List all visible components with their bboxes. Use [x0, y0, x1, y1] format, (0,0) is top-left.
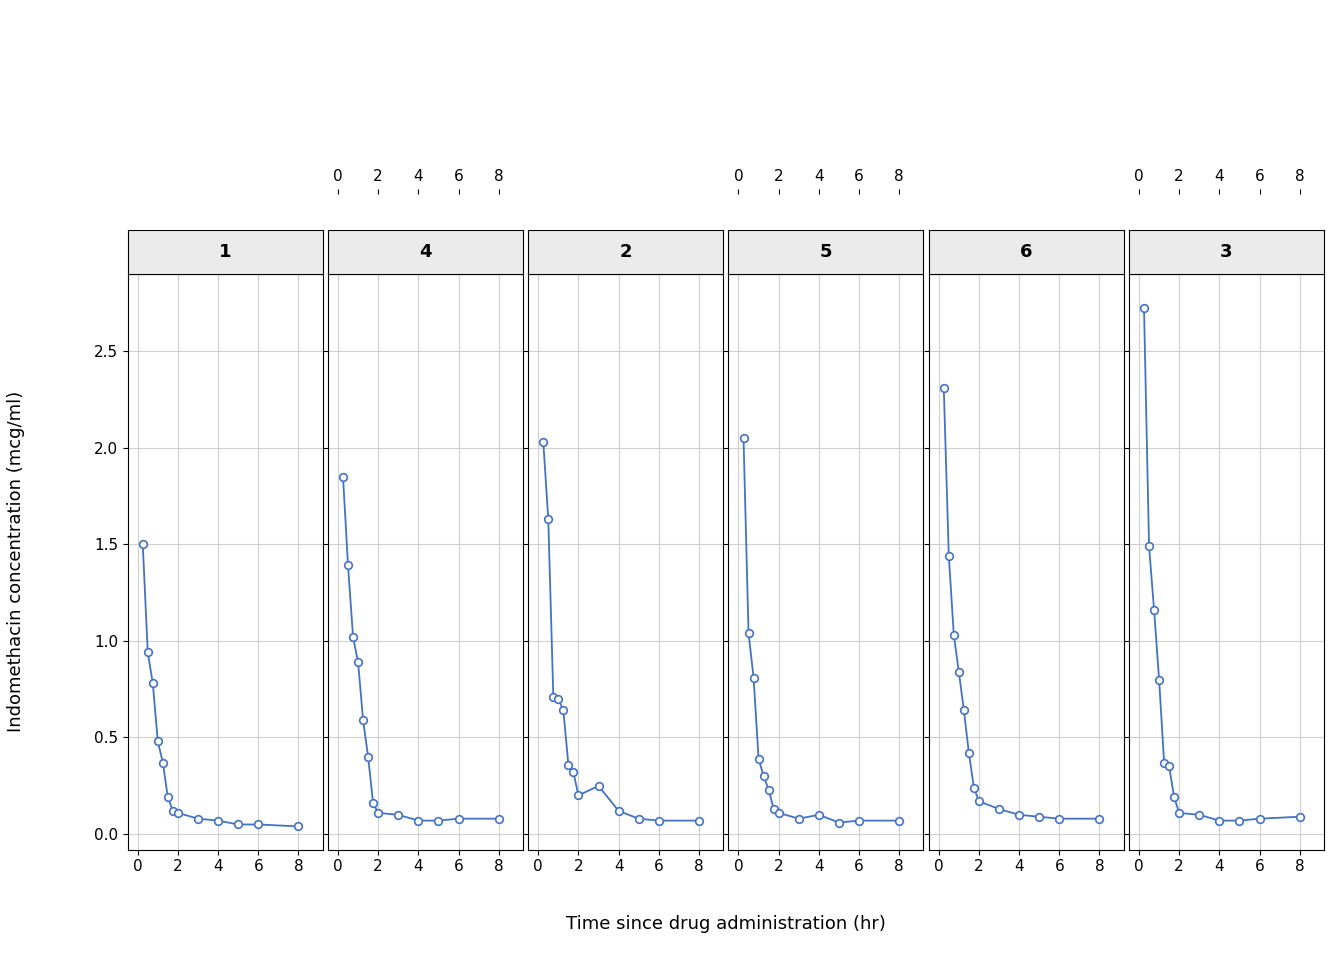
- Text: 5: 5: [820, 243, 832, 261]
- Text: 3: 3: [1220, 243, 1232, 261]
- Text: 1: 1: [219, 243, 231, 261]
- Text: 4: 4: [419, 243, 431, 261]
- Text: Time since drug administration (hr): Time since drug administration (hr): [566, 915, 886, 932]
- Text: Indomethacin concentration (mcg/ml): Indomethacin concentration (mcg/ml): [7, 391, 26, 732]
- Text: 6: 6: [1020, 243, 1032, 261]
- Text: 2: 2: [620, 243, 632, 261]
